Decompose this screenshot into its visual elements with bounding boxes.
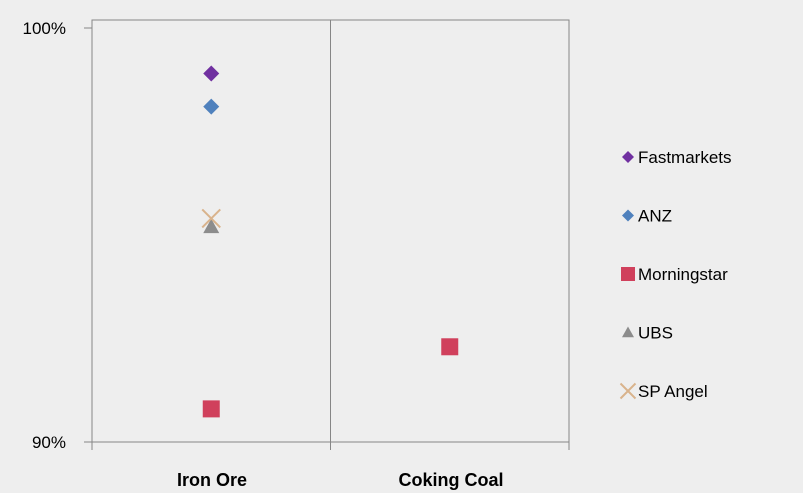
legend-marker-ubs [622, 326, 634, 338]
plot-area: 100% 90% Iron Ore Coking Coal [23, 19, 570, 490]
legend-label-ubs: UBS [638, 324, 673, 343]
legend-label-fastmarkets: Fastmarkets [638, 148, 732, 167]
data-marks [201, 65, 459, 418]
legend-marker-sp-angel [619, 382, 637, 400]
point-morningstar-iron-ore [202, 400, 220, 418]
x-category-label-coking-coal: Coking Coal [398, 470, 503, 490]
legend-marker-anz [622, 209, 634, 222]
point-fastmarkets-iron-ore [203, 65, 220, 82]
legend-marker-fastmarkets [622, 151, 634, 163]
point-sp-angel-iron-ore [201, 208, 221, 229]
legend-label-morningstar: Morningstar [638, 265, 728, 284]
point-ubs-iron-ore [203, 218, 220, 234]
legend-marker-morningstar [621, 267, 635, 281]
point-anz-iron-ore [203, 98, 220, 115]
legend-label-anz: ANZ [638, 207, 672, 226]
x-category-label-iron-ore: Iron Ore [177, 470, 247, 490]
y-tick-label-bottom: 90% [32, 433, 66, 452]
legend-label-sp-angel: SP Angel [638, 382, 708, 401]
legend: Fastmarkets ANZ Morningstar UBS SP Angel [619, 148, 732, 401]
y-tick-label-top: 100% [23, 19, 66, 38]
point-morningstar-coking-coal [441, 338, 459, 356]
